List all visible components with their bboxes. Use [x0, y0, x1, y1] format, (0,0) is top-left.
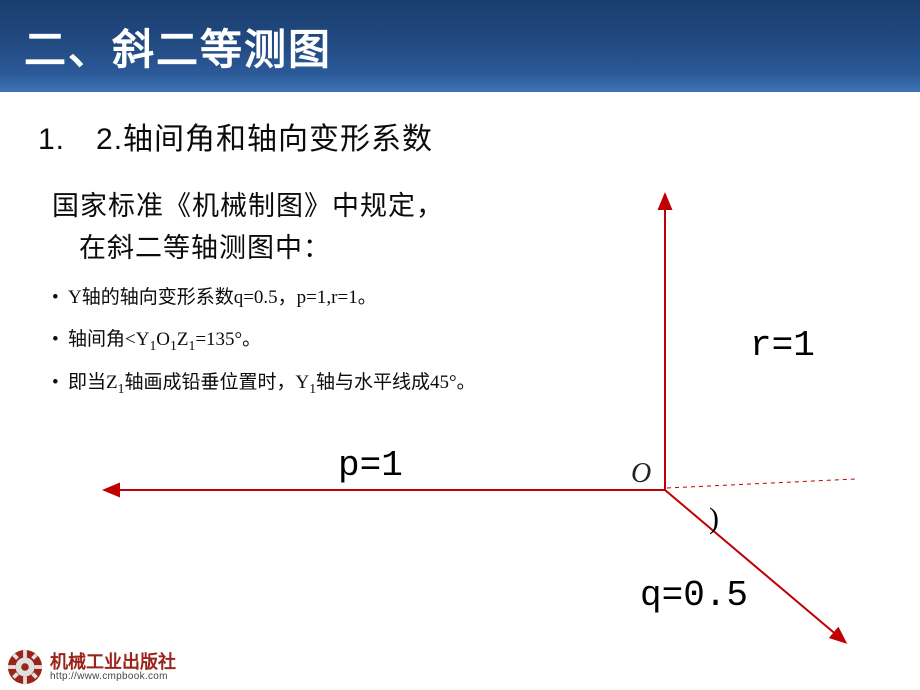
publisher-name: 机械工业出版社 [50, 653, 176, 671]
bullet-list: Y轴的轴向变形系数q=0.5，p=1,r=1。 轴间角<Y1O1Z1=135°。… [52, 284, 482, 398]
origin-label: O [631, 458, 651, 490]
bullet-item: Y轴的轴向变形系数q=0.5，p=1,r=1。 [52, 284, 482, 313]
label-p: p=1 [338, 445, 403, 486]
bullet-item: 轴间角<Y1O1Z1=135°。 [52, 326, 482, 355]
footer: 机械工业出版社 http://www.cmpbook.com [6, 648, 176, 686]
publisher-url: http://www.cmpbook.com [50, 671, 176, 682]
gear-icon [6, 648, 44, 686]
angle-mark: ) [709, 502, 719, 536]
footer-text: 机械工业出版社 http://www.cmpbook.com [50, 653, 176, 682]
body-line-1: 国家标准《机械制图》中规定， [52, 191, 444, 221]
slide-header: 二、斜二等测图 [0, 0, 920, 92]
body-line-2: 在斜二等轴测图中： [52, 228, 331, 270]
label-r: r=1 [750, 325, 815, 366]
label-q: q=0.5 [640, 575, 748, 616]
header-title: 二、斜二等测图 [24, 16, 332, 77]
bullet-item: 即当Z1轴画成铅垂位置时，Y1轴与水平线成45°。 [52, 369, 482, 398]
body-text: 国家标准《机械制图》中规定， 在斜二等轴测图中： [52, 186, 522, 270]
section-heading: 1. 2.轴间角和轴向变形系数 [38, 114, 920, 158]
y-axis [665, 490, 845, 642]
y-neg-ref [667, 479, 855, 488]
